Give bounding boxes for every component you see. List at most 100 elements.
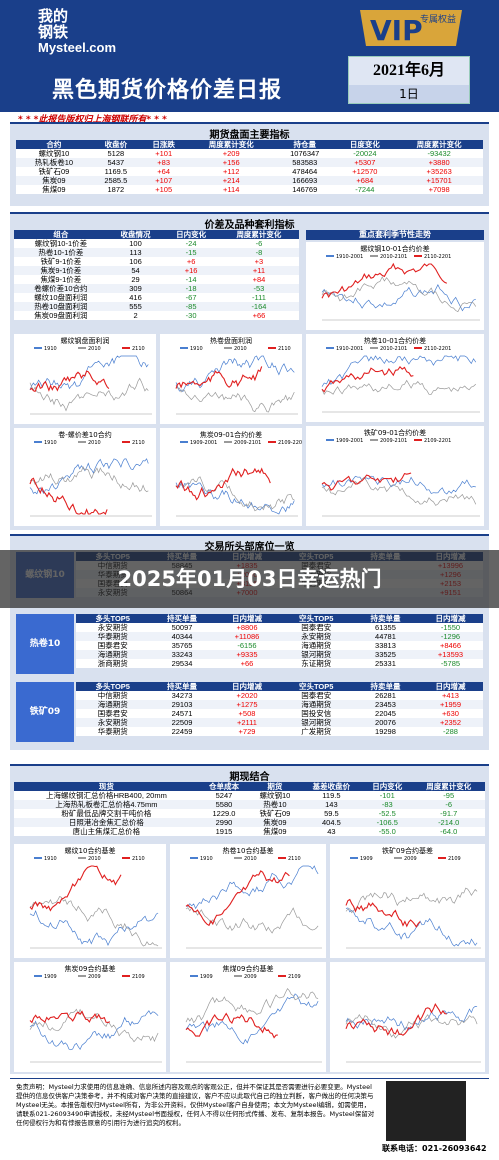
table-cell: 555 bbox=[107, 302, 164, 311]
report-day: 1日 bbox=[349, 85, 469, 103]
legend-swatch bbox=[122, 975, 130, 977]
table-cell: -93432 bbox=[395, 149, 483, 158]
table-cell: 22509 bbox=[149, 718, 215, 727]
table-cell: +107 bbox=[139, 176, 188, 185]
date-box: 2021年6月 1日 bbox=[348, 56, 470, 104]
table-cell: 113 bbox=[107, 248, 164, 257]
series-line bbox=[185, 987, 319, 1024]
table-cell: +6 bbox=[163, 257, 219, 266]
series-line bbox=[185, 865, 319, 910]
table-cell: 26281 bbox=[352, 691, 418, 700]
column-header: 持买单量 bbox=[149, 682, 215, 691]
legend-label: 2109-2201 bbox=[424, 438, 451, 444]
chart-title: 焦煤09合约基差 bbox=[223, 964, 274, 973]
table-row: 国泰君安 35765 -6156 海通期货 33813 +8466 bbox=[76, 641, 483, 650]
column-header: 多头TOP5 bbox=[76, 682, 150, 691]
table-cell: 5128 bbox=[91, 149, 140, 158]
column-header: 持卖单量 bbox=[352, 614, 418, 623]
table-cell: +413 bbox=[417, 691, 483, 700]
table-cell: +11 bbox=[218, 266, 299, 275]
table-cell: +112 bbox=[187, 167, 276, 176]
table-cell: 44781 bbox=[352, 632, 418, 641]
chart-coal-basis: 焦煤09合约基差 1909 2009 2109 bbox=[170, 962, 326, 1072]
legend-swatch bbox=[326, 255, 334, 257]
series-line bbox=[29, 477, 108, 515]
series-line bbox=[29, 1008, 159, 1043]
table-cell: 23453 bbox=[352, 700, 418, 709]
series-line bbox=[29, 355, 149, 391]
legend-label: 1910 bbox=[44, 856, 57, 862]
series-line bbox=[175, 366, 263, 389]
column-header: 日度变化 bbox=[334, 140, 396, 149]
legend-swatch bbox=[414, 255, 422, 257]
legend-swatch bbox=[122, 441, 130, 443]
qr-code-icon bbox=[386, 1081, 466, 1141]
column-header: 空头TOP5 bbox=[279, 682, 353, 691]
table-cell: 146769 bbox=[275, 185, 335, 194]
table-row: 铁矿石09 1169.5 +64 +112 478464 +12570 +35263 bbox=[16, 167, 483, 176]
positions-table: 多头TOP5 持买单量 日内增减 空头TOP5 持卖单量 日内增减 永安期货 50097 +88… bbox=[76, 614, 483, 668]
table-cell: 33813 bbox=[352, 641, 418, 650]
table-cell: 59.5 bbox=[300, 809, 363, 818]
series-line bbox=[321, 355, 477, 387]
table-row: 热轧板卷10 5437 +83 +156 583583 +5307 +3880 bbox=[16, 158, 483, 167]
legend-swatch bbox=[190, 857, 198, 859]
chart-hrc-spread: 热卷10-01合约价差 1910-2001 2010-2101 2110-2201 bbox=[306, 334, 484, 422]
legend-label: 1909-2001 bbox=[190, 440, 217, 446]
series-line bbox=[321, 262, 448, 299]
chart-title: 螺纹钢盘面利润 bbox=[61, 336, 110, 345]
table-cell: -164 bbox=[218, 302, 299, 311]
table-cell: 广发期货 bbox=[279, 727, 353, 736]
table-cell: +508 bbox=[214, 709, 280, 718]
series-line bbox=[321, 276, 477, 313]
table-cell: -95 bbox=[412, 791, 485, 800]
table-cell: 华泰期货 bbox=[76, 632, 150, 641]
column-header: 持卖单量 bbox=[352, 682, 418, 691]
legend-label: 2110 bbox=[278, 346, 291, 352]
series-line bbox=[321, 284, 476, 312]
table-cell: 粉矿最低品牌交割干吨价格 bbox=[14, 809, 199, 818]
spread-arbitrage-section: 价差及品种套利指标 组合 收盘情况 日内变化 周度累计变化 螺纹钢10-1价差 100 -2… bbox=[10, 212, 489, 530]
legend-swatch bbox=[122, 347, 130, 349]
table-cell: -14 bbox=[163, 275, 219, 284]
table-cell: 25331 bbox=[352, 659, 418, 668]
legend-label: 2009 bbox=[88, 974, 101, 980]
legend-swatch bbox=[278, 857, 286, 859]
table-cell: 2585.5 bbox=[91, 176, 140, 185]
table-cell: 33243 bbox=[149, 650, 215, 659]
table-cell: 螺纹10盘面利润 bbox=[14, 293, 108, 302]
series-line bbox=[29, 896, 159, 947]
legend-label: 1910 bbox=[190, 346, 203, 352]
contact-phone: 联系电话：021-26093642 bbox=[382, 1144, 487, 1153]
basis-table: 现货 仓单成本 期货 基差收盘价 日内变化 周度累计变化 上海螺纹钢汇总价格HRB400, … bbox=[14, 782, 485, 836]
chart-svg: 焦煤09合约基差 1909 2009 2109 bbox=[185, 964, 322, 1063]
column-header: 日内增减 bbox=[214, 682, 280, 691]
table-cell: +3 bbox=[218, 257, 299, 266]
table-cell: 416 bbox=[107, 293, 164, 302]
table-cell: 铁矿9-1价差 bbox=[14, 257, 108, 266]
futures-indicators-section: 期货盘面主要指标 合约 收盘价 日涨跌 周度累计变化 持仓量 日度变化 周度累计变化 螺纹钢1… bbox=[10, 122, 489, 206]
table-cell: +66 bbox=[218, 311, 299, 320]
legend-swatch bbox=[78, 347, 86, 349]
series-line bbox=[175, 385, 295, 413]
table-cell: 螺纹钢10-1价差 bbox=[14, 239, 108, 248]
positions-table: 多头TOP5 持买单量 日内增减 空头TOP5 持卖单量 日内增减 中信期货 34273 +20… bbox=[76, 682, 483, 736]
copyright-warning: * * *此报告版权归上海钢联所有* * * bbox=[18, 115, 167, 125]
table-cell: 海通期货 bbox=[279, 641, 353, 650]
table-cell: -214.0 bbox=[412, 818, 485, 827]
table-cell: 166693 bbox=[275, 176, 335, 185]
legend-label: 1910-2001 bbox=[336, 254, 363, 260]
promo-banner[interactable]: 2025年01月03日幸运热门 bbox=[0, 550, 499, 608]
seasonal-title: 重点套利季节性走势 bbox=[306, 230, 484, 240]
table-cell: 永安期货 bbox=[76, 718, 150, 727]
table-cell: -52.5 bbox=[362, 809, 413, 818]
legend-label: 2010 bbox=[234, 346, 247, 352]
table-cell: +7098 bbox=[395, 185, 483, 194]
table-cell: 5437 bbox=[91, 158, 140, 167]
table-cell: 国投安信 bbox=[279, 709, 353, 718]
